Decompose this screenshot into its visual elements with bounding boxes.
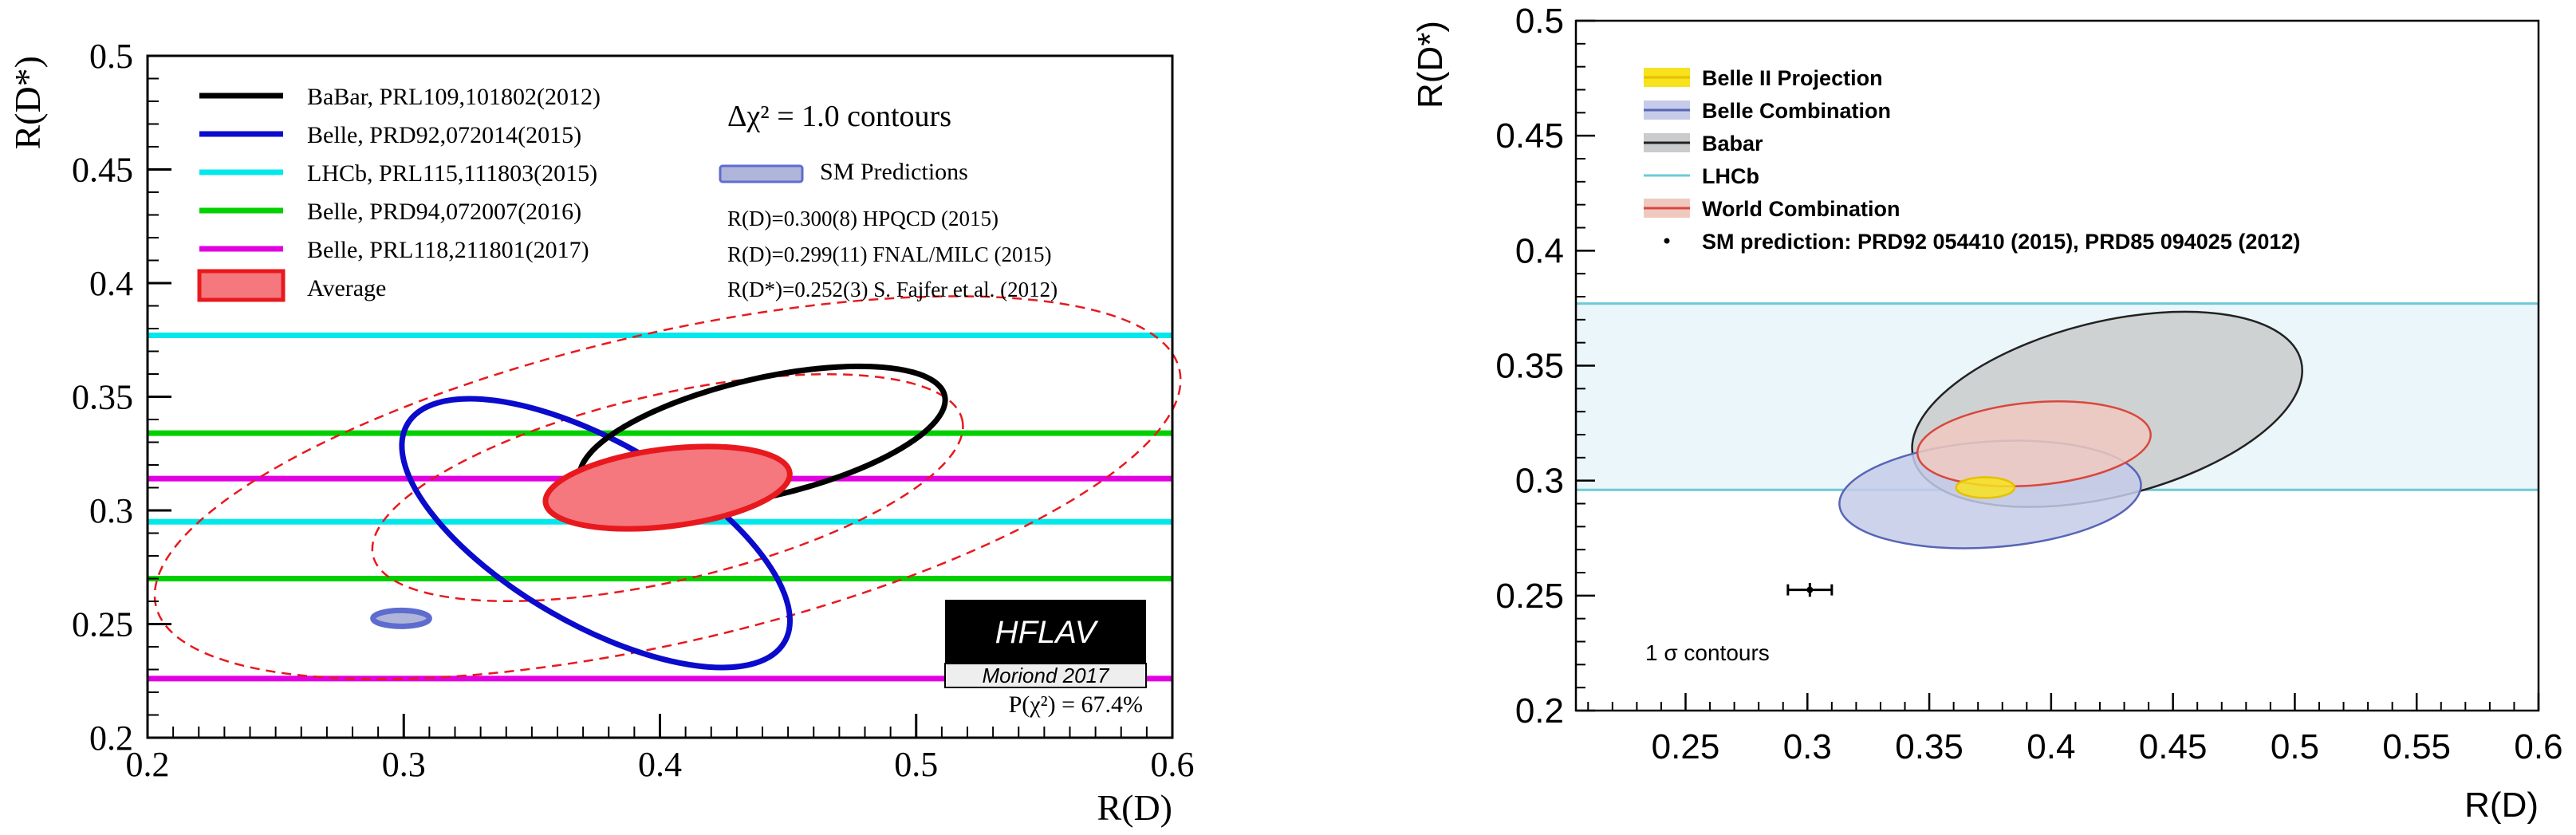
sm-note-2: R(D)=0.299(11) FNAL/MILC (2015) xyxy=(727,242,1051,266)
probability-label: P(χ²) = 67.4% xyxy=(1009,691,1143,718)
x-tick-label: 0.35 xyxy=(1895,727,1964,766)
contour-belle-prd92-072014-2015- xyxy=(399,396,793,671)
x-tick-label: 0.6 xyxy=(1151,745,1195,784)
legend-swatch-6 xyxy=(197,269,286,302)
x-tick-label: 0.3 xyxy=(382,745,426,784)
y-tick-label: 0.4 xyxy=(1515,231,1564,270)
left-x-axis-label: R(D) xyxy=(1097,787,1172,828)
x-tick-label: 0.3 xyxy=(1783,727,1832,766)
right-legend-label-2: Belle Combination xyxy=(1702,99,1891,123)
contour-average-2- xyxy=(371,373,964,602)
x-tick-label: 0.55 xyxy=(2382,727,2451,766)
x-tick-label: 0.5 xyxy=(894,745,938,784)
y-tick-label: 0.3 xyxy=(89,491,133,530)
right-contours xyxy=(1838,310,2303,549)
left-contours xyxy=(153,295,1182,680)
right-legend-label-6: SM prediction: PRD92 054410 (2015), PRD8… xyxy=(1702,230,2300,254)
y-tick-label: 0.45 xyxy=(72,151,133,190)
contour-average xyxy=(542,443,793,532)
right-legend-label-3: Babar xyxy=(1702,132,1763,156)
legend-label-4: Belle, PRD94,072007(2016) xyxy=(307,199,581,225)
legend-label-6: Average xyxy=(307,275,386,301)
x-tick-label: 0.4 xyxy=(638,745,682,784)
contour-title: Δχ² = 1.0 contours xyxy=(727,100,951,133)
contour-note: 1 σ contours xyxy=(1645,640,1770,665)
right-axis-ticks: 0.25 0.3 0.35 0.4 0.45 0.5 0.55 0.6 0.2 0.25 0.3 0.… xyxy=(1495,2,2562,766)
y-tick-label: 0.25 xyxy=(72,605,133,644)
x-tick-label: 0.5 xyxy=(2271,727,2319,766)
left-chart: 0.2 0.3 0.4 0.5 0.60.20.250.30.350.40.450.5 … xyxy=(7,37,1195,828)
right-legend: Belle II Projection Belle Combination Baba… xyxy=(1644,66,2300,254)
y-tick-label: 0.3 xyxy=(1515,462,1564,501)
hflav-title: HFLAV xyxy=(995,615,1099,650)
x-tick-label: 0.2 xyxy=(126,745,170,784)
right-y-axis-label: R(D*) xyxy=(1411,21,1450,108)
y-tick-label: 0.5 xyxy=(1515,2,1564,41)
left-y-axis-label: R(D*) xyxy=(7,56,48,150)
right-legend-swatch-6 xyxy=(1664,238,1670,244)
sm-legend-swatch xyxy=(719,164,804,183)
legend-label-2: Belle, PRD92,072014(2015) xyxy=(307,122,581,148)
sm-point xyxy=(1786,582,1834,597)
y-tick-label: 0.5 xyxy=(89,37,133,76)
contour-world-combination xyxy=(1916,400,2152,488)
legend-label-1: BaBar, PRL109,101802(2012) xyxy=(307,84,601,110)
y-tick-label: 0.2 xyxy=(1515,691,1564,731)
sm-note-3: R(D*)=0.252(3) S. Fajfer et al. (2012) xyxy=(727,278,1058,301)
right-legend-label-5: World Combination xyxy=(1702,197,1900,221)
left-legend: BaBar, PRL109,101802(2012) Belle, PRD92,0… xyxy=(197,84,601,302)
legend-label-5: Belle, PRL118,211801(2017) xyxy=(307,237,589,263)
x-tick-label: 0.25 xyxy=(1652,727,1720,766)
y-tick-label: 0.35 xyxy=(1495,347,1564,386)
y-tick-label: 0.4 xyxy=(89,264,133,303)
sm-note-1: R(D)=0.300(8) HPQCD (2015) xyxy=(727,207,998,230)
x-tick-label: 0.6 xyxy=(2514,727,2562,766)
y-tick-label: 0.2 xyxy=(89,719,133,758)
right-x-axis-label: R(D) xyxy=(2464,786,2539,825)
x-tick-label: 0.4 xyxy=(2027,727,2075,766)
right-chart: 0.25 0.3 0.35 0.4 0.45 0.5 0.55 0.6 0.2 0.25 0.3 0.… xyxy=(1411,2,2563,825)
left-axis-ticks: 0.2 0.3 0.4 0.5 0.6 0.2 0.25 0.3 0.35 0.4 0.45 0.5 xyxy=(72,37,1195,784)
hflav-badge: HFLAV Moriond 2017 xyxy=(944,600,1147,688)
y-tick-label: 0.25 xyxy=(1495,577,1564,616)
x-tick-label: 0.45 xyxy=(2139,727,2208,766)
contour-belle-ii-projection xyxy=(1955,476,2016,499)
right-legend-label-4: LHCb xyxy=(1702,164,1759,188)
y-tick-label: 0.35 xyxy=(72,378,133,417)
contour-sm-predictions xyxy=(370,607,432,629)
sm-marker xyxy=(1806,586,1814,593)
y-tick-label: 0.45 xyxy=(1495,116,1564,156)
right-legend-label-1: Belle II Projection xyxy=(1702,66,1883,90)
hflav-subtitle: Moriond 2017 xyxy=(983,664,1111,687)
legend-label-3: LHCb, PRL115,111803(2015) xyxy=(307,160,597,187)
contour-average-3- xyxy=(153,295,1182,680)
sm-legend-label: SM Predictions xyxy=(820,159,968,185)
